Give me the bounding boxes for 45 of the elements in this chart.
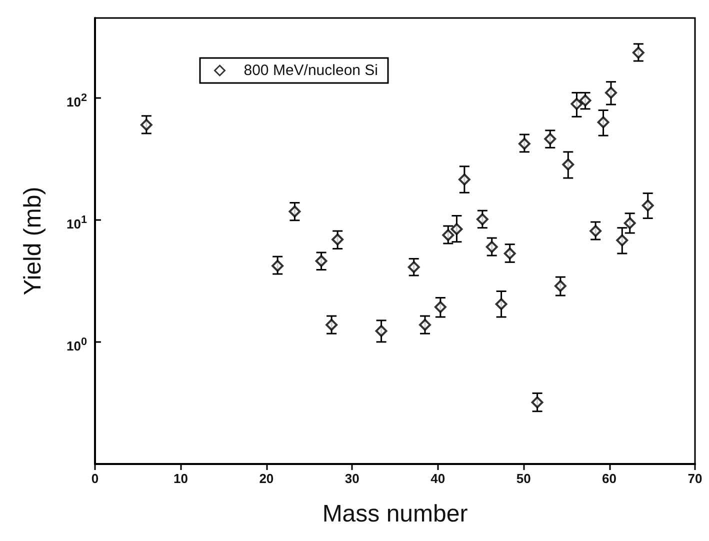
point [562,158,574,170]
point [597,116,610,128]
point [616,234,628,246]
point [554,280,566,292]
point [450,223,463,236]
point [642,200,654,212]
point [570,98,583,110]
point [288,206,301,218]
point [518,138,530,150]
point [419,318,431,331]
y-tick-label: 10$^{0}$ [66,334,87,356]
point [434,301,446,314]
x-tick-label: 10 [173,471,188,486]
legend-label: 800 MeV/nucleon Si [244,62,378,79]
point [624,217,636,230]
x-tick-label: 30 [344,471,360,486]
x-tick-label: 60 [602,471,617,486]
point [531,396,544,408]
point [590,225,602,238]
point [544,132,556,145]
point [605,86,617,99]
x-tick-label: 20 [259,471,274,486]
y-tick-label: 10$^{1}$ [66,212,87,234]
point [442,229,454,242]
x-tick-label: 50 [516,471,531,486]
x-tick-label: 0 [91,471,99,486]
point [326,318,338,331]
point [458,173,470,186]
point [332,234,344,246]
point [504,247,516,260]
x-tick-label: 40 [430,471,446,486]
point [408,261,420,274]
y-axis-title: Yield (mb) [20,186,46,296]
y-tick-label: 10$^{2}$ [66,90,87,112]
x-axis-title: Mass number [322,500,468,528]
x-tick-label: 70 [688,471,702,486]
point [486,240,498,253]
point [315,255,328,268]
point [632,46,644,59]
point [272,260,284,272]
point [375,324,388,337]
point [579,94,592,106]
point [140,118,152,131]
point [476,213,488,226]
point [495,298,508,310]
